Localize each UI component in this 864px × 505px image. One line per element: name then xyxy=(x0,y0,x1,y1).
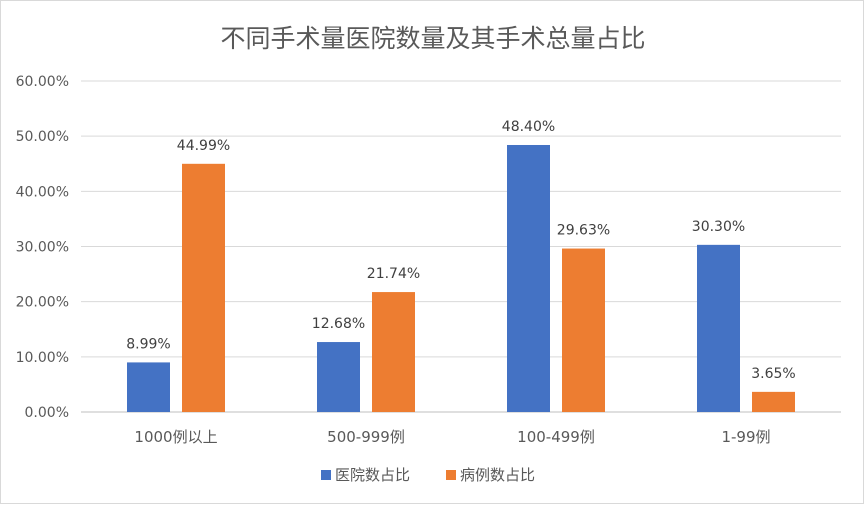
y-tick-label: 40.00% xyxy=(16,184,69,200)
y-tick-label: 20.00% xyxy=(16,295,69,311)
bar xyxy=(507,144,550,412)
bar xyxy=(372,292,415,412)
bar xyxy=(182,163,225,412)
x-tick-label: 1-99例 xyxy=(721,428,770,446)
data-label: 44.99% xyxy=(177,138,230,154)
y-axis: 0.00% 10.00% 20.00% 30.00% 40.00% 50.00% 60.00… xyxy=(16,74,69,421)
bar xyxy=(127,362,170,412)
legend-swatch xyxy=(321,470,331,480)
x-axis: 1000例以上 500-999例 100-499例 1-99例 xyxy=(134,428,770,446)
bars: 8.99% 44.99% 12.68% 21.74% 48.40% 29.63% 30.30… xyxy=(126,119,796,412)
data-label: 8.99% xyxy=(126,336,170,352)
x-tick-label: 500-999例 xyxy=(327,428,405,446)
bar xyxy=(752,391,795,412)
data-label: 30.30% xyxy=(692,219,745,235)
chart-title: 不同手术量医院数量及其手术总量占比 xyxy=(220,24,645,53)
legend-label: 病例数占比 xyxy=(460,466,535,484)
bar xyxy=(697,244,740,412)
legend-label: 医院数占比 xyxy=(335,466,410,484)
y-tick-label: 10.00% xyxy=(16,350,69,366)
y-tick-label: 30.00% xyxy=(16,240,69,256)
bar xyxy=(562,248,605,412)
legend-swatch xyxy=(446,470,456,480)
x-tick-label: 1000例以上 xyxy=(134,428,217,446)
y-tick-label: 60.00% xyxy=(16,74,69,90)
data-label: 29.63% xyxy=(557,223,610,239)
bar xyxy=(317,342,360,412)
data-label: 21.74% xyxy=(367,266,420,282)
y-tick-label: 50.00% xyxy=(16,129,69,145)
legend: 医院数占比 病例数占比 xyxy=(321,466,535,484)
data-label: 48.40% xyxy=(502,119,555,135)
x-tick-label: 100-499例 xyxy=(517,428,595,446)
y-tick-label: 0.00% xyxy=(25,405,69,421)
data-label: 3.65% xyxy=(751,366,795,382)
data-label: 12.68% xyxy=(312,316,365,332)
